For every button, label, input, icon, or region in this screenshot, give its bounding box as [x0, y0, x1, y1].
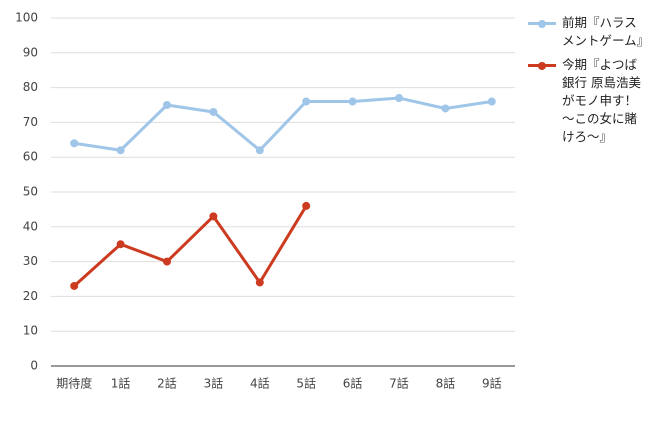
- x-tick-label: 2話: [157, 376, 177, 391]
- data-point: [70, 281, 79, 290]
- data-point: [116, 240, 125, 249]
- x-tick-label: 9話: [482, 376, 502, 391]
- x-tick-label: 5話: [296, 376, 316, 391]
- y-tick-label: 40: [23, 219, 38, 233]
- x-tick-label: 4話: [250, 376, 270, 391]
- x-tick-label: 3話: [204, 376, 224, 391]
- legend-swatch: [528, 19, 556, 28]
- data-point: [255, 278, 264, 287]
- legend-item: 今期『よつば銀行 原島浩美がモノ申す！ ～この女に賭けろ～』: [528, 56, 648, 146]
- data-point: [209, 212, 218, 221]
- data-point: [163, 101, 171, 109]
- legend-item: 前期『ハラスメントゲーム』: [528, 14, 650, 50]
- y-tick-label: 50: [23, 185, 38, 199]
- data-point: [116, 146, 125, 155]
- series-line: [73, 96, 493, 152]
- legend-label: 今期『よつば銀行 原島浩美がモノ申す！ ～この女に賭けろ～』: [562, 57, 641, 144]
- legend-swatch: [528, 61, 556, 70]
- y-tick-label: 100: [15, 11, 38, 25]
- legend-dot: [538, 61, 546, 70]
- data-point: [255, 146, 264, 155]
- x-tick-label: 7話: [389, 376, 409, 391]
- data-point: [163, 257, 171, 266]
- data-point: [70, 139, 79, 148]
- y-tick-label: 10: [23, 324, 38, 338]
- x-tick-label: 8話: [436, 376, 456, 391]
- data-point: [487, 97, 496, 106]
- y-tick-label: 80: [23, 80, 38, 94]
- series-line: [73, 205, 308, 288]
- x-tick-label: 6話: [343, 376, 363, 391]
- y-tick-label: 20: [23, 289, 38, 303]
- y-tick-label: 90: [23, 45, 38, 59]
- data-point: [302, 201, 311, 210]
- y-tick-label: 70: [23, 115, 38, 129]
- chart: 0 10 20 30 40 50 60 70 80 90 100 期待度 1話 2話 3話 4話 5話 6話 7話 8…: [15, 11, 515, 391]
- y-tick-label: 0: [30, 359, 38, 373]
- y-tick-label: 60: [23, 150, 38, 164]
- legend: 前期『ハラスメントゲーム』今期『よつば銀行 原島浩美がモノ申す！ ～この女に賭け…: [528, 14, 650, 152]
- y-tick-label: 30: [23, 254, 38, 268]
- data-point: [441, 104, 450, 113]
- data-point: [348, 97, 357, 106]
- x-tick-label: 1話: [111, 376, 131, 391]
- data-point: [302, 97, 311, 106]
- legend-dot: [538, 19, 546, 28]
- data-point: [209, 107, 218, 116]
- x-tick-label: 期待度: [56, 376, 92, 391]
- data-point: [395, 94, 403, 103]
- legend-label: 前期『ハラスメントゲーム』: [562, 15, 650, 48]
